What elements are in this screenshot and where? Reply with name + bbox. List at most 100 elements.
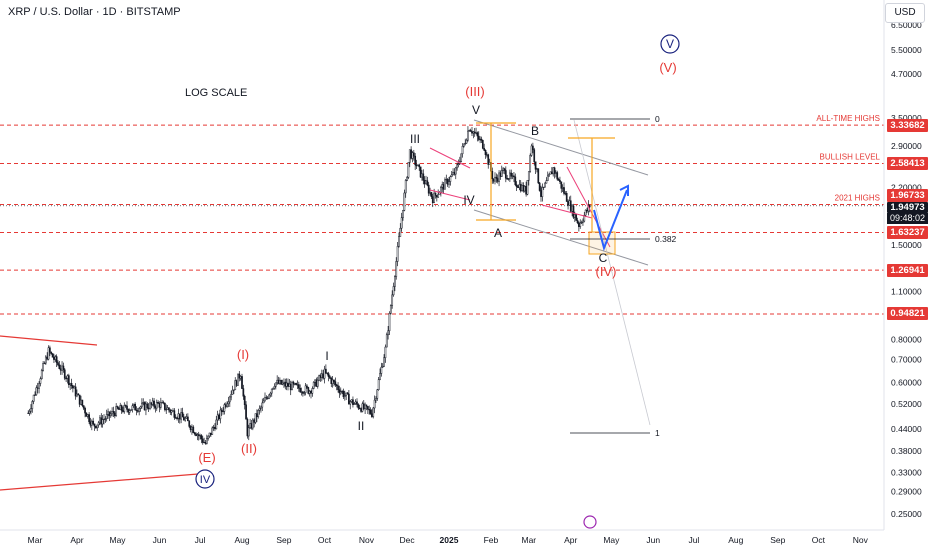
- candle: [425, 175, 427, 185]
- candle-body: [335, 384, 338, 387]
- currency-scale-button[interactable]: USD: [885, 3, 925, 23]
- candle: [203, 437, 205, 444]
- candle-body: [383, 357, 385, 367]
- candle-body: [99, 417, 101, 424]
- candle-body: [389, 305, 392, 314]
- candle-body: [268, 394, 270, 399]
- candle-body: [237, 373, 239, 386]
- candle: [228, 395, 231, 407]
- candle: [51, 353, 54, 358]
- candle: [238, 371, 241, 382]
- candle-body: [40, 369, 43, 379]
- wave-label: III: [410, 132, 420, 146]
- candle: [502, 166, 504, 174]
- candle-body: [303, 392, 306, 394]
- candle: [251, 418, 254, 431]
- candle-body: [159, 402, 162, 408]
- candle-body: [35, 387, 38, 396]
- candle-body: [480, 138, 483, 141]
- candle: [492, 178, 495, 184]
- x-tick-label: Jul: [195, 535, 206, 545]
- candle: [107, 408, 109, 419]
- bar-countdown: 09:48:02: [887, 213, 928, 224]
- candle: [476, 131, 479, 142]
- candle: [245, 401, 247, 420]
- candle-body: [200, 435, 203, 440]
- candle: [241, 373, 243, 389]
- candle: [377, 376, 380, 391]
- candle-body: [70, 383, 73, 386]
- candle: [457, 159, 460, 168]
- candle: [568, 196, 571, 206]
- candle-body: [486, 154, 488, 156]
- candle-body: [463, 143, 465, 147]
- candle: [522, 182, 525, 193]
- candle: [258, 405, 261, 415]
- candle-body: [105, 414, 108, 419]
- candle-body: [500, 170, 503, 177]
- candle-body: [42, 363, 44, 371]
- candle: [269, 391, 272, 398]
- candle: [265, 395, 268, 400]
- candle-body: [89, 421, 92, 426]
- candle-body: [422, 173, 425, 181]
- x-tick-label: Feb: [484, 535, 499, 545]
- candle-body: [537, 168, 540, 184]
- candle: [77, 393, 80, 396]
- candle: [173, 408, 176, 420]
- candle-body: [446, 179, 449, 185]
- candle: [469, 128, 472, 132]
- candle: [437, 189, 440, 198]
- candle: [253, 418, 256, 428]
- level-label: ALL-TIME HIGHS: [816, 114, 880, 123]
- candle: [496, 174, 499, 184]
- candle: [135, 406, 138, 416]
- candle: [375, 396, 377, 403]
- candle-body: [461, 145, 464, 155]
- candle-body: [134, 403, 136, 411]
- candle: [399, 223, 402, 237]
- level-label: 2021 HIGHS: [835, 193, 880, 202]
- candle-body: [65, 378, 67, 380]
- candle-body: [182, 416, 185, 421]
- candle: [316, 376, 319, 389]
- fib-level-label: 0: [655, 114, 660, 124]
- candle: [458, 156, 461, 166]
- candle-body: [164, 402, 166, 410]
- candle: [477, 131, 480, 142]
- candle-body: [155, 402, 158, 409]
- candle-body: [368, 409, 371, 411]
- candle-body: [560, 181, 563, 189]
- candle: [330, 376, 333, 388]
- candle-body: [299, 387, 302, 393]
- candle-body: [526, 180, 529, 195]
- candle-body: [139, 406, 142, 409]
- candle-body: [550, 171, 553, 175]
- candle: [467, 126, 469, 142]
- candle-body: [454, 167, 457, 175]
- candle: [90, 419, 93, 431]
- candle-body: [44, 356, 47, 364]
- price-tag-support-2: 1.26941: [887, 264, 928, 277]
- candle: [582, 218, 584, 226]
- y-tick-label: 2.20000: [891, 183, 922, 193]
- candle: [335, 383, 338, 391]
- candle-body: [284, 381, 287, 387]
- candle-body: [270, 388, 273, 394]
- candle: [273, 383, 276, 390]
- candle: [287, 378, 289, 391]
- candle-body: [331, 379, 334, 384]
- candle-body: [116, 406, 119, 409]
- wave-label: IV: [200, 474, 211, 486]
- candle: [220, 408, 223, 416]
- candle: [339, 387, 342, 396]
- candle: [212, 424, 215, 431]
- candle-body: [421, 173, 423, 178]
- candle: [216, 410, 219, 425]
- candle-body: [522, 185, 525, 192]
- candle-body: [180, 412, 182, 420]
- candle: [205, 434, 208, 445]
- candle-body: [392, 286, 395, 296]
